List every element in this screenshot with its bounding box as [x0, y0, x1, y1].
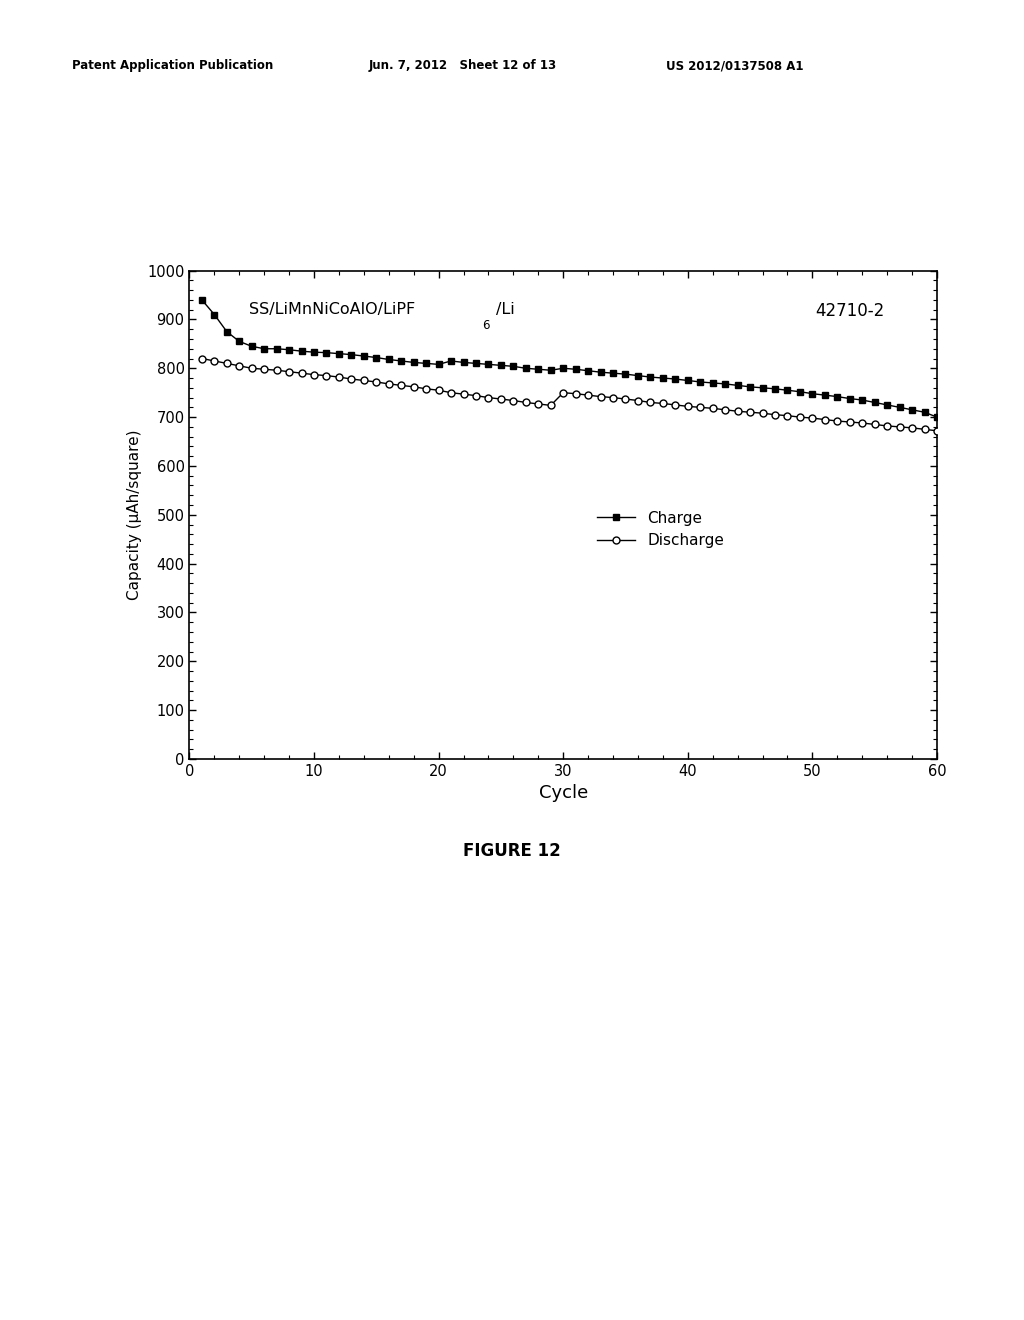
Discharge: [321, 368, 333, 384]
Text: /Li: /Li: [496, 302, 515, 317]
Text: 6: 6: [482, 319, 489, 333]
Text: FIGURE 12: FIGURE 12: [463, 842, 561, 861]
Y-axis label: Capacity (μAh/square): Capacity (μAh/square): [127, 429, 141, 601]
Charge: [196, 292, 208, 308]
X-axis label: Cycle: Cycle: [539, 784, 588, 803]
Charge: [383, 351, 395, 367]
Charge: [432, 356, 444, 372]
Charge: [408, 355, 420, 371]
Line: Charge: Charge: [199, 297, 940, 420]
Legend: Charge, Discharge: Charge, Discharge: [591, 504, 730, 554]
Discharge: [196, 351, 208, 367]
Discharge: [656, 396, 669, 412]
Text: SS/LiMnNiCoAlO/LiPF: SS/LiMnNiCoAlO/LiPF: [249, 302, 416, 317]
Discharge: [931, 422, 943, 438]
Discharge: [408, 379, 420, 395]
Charge: [444, 352, 457, 368]
Text: Patent Application Publication: Patent Application Publication: [72, 59, 273, 73]
Discharge: [432, 383, 444, 399]
Charge: [321, 345, 333, 360]
Text: 42710-2: 42710-2: [815, 302, 885, 321]
Discharge: [383, 376, 395, 392]
Text: US 2012/0137508 A1: US 2012/0137508 A1: [666, 59, 803, 73]
Line: Discharge: Discharge: [199, 355, 940, 434]
Charge: [656, 370, 669, 385]
Charge: [931, 409, 943, 425]
Discharge: [444, 385, 457, 401]
Text: Jun. 7, 2012   Sheet 12 of 13: Jun. 7, 2012 Sheet 12 of 13: [369, 59, 557, 73]
